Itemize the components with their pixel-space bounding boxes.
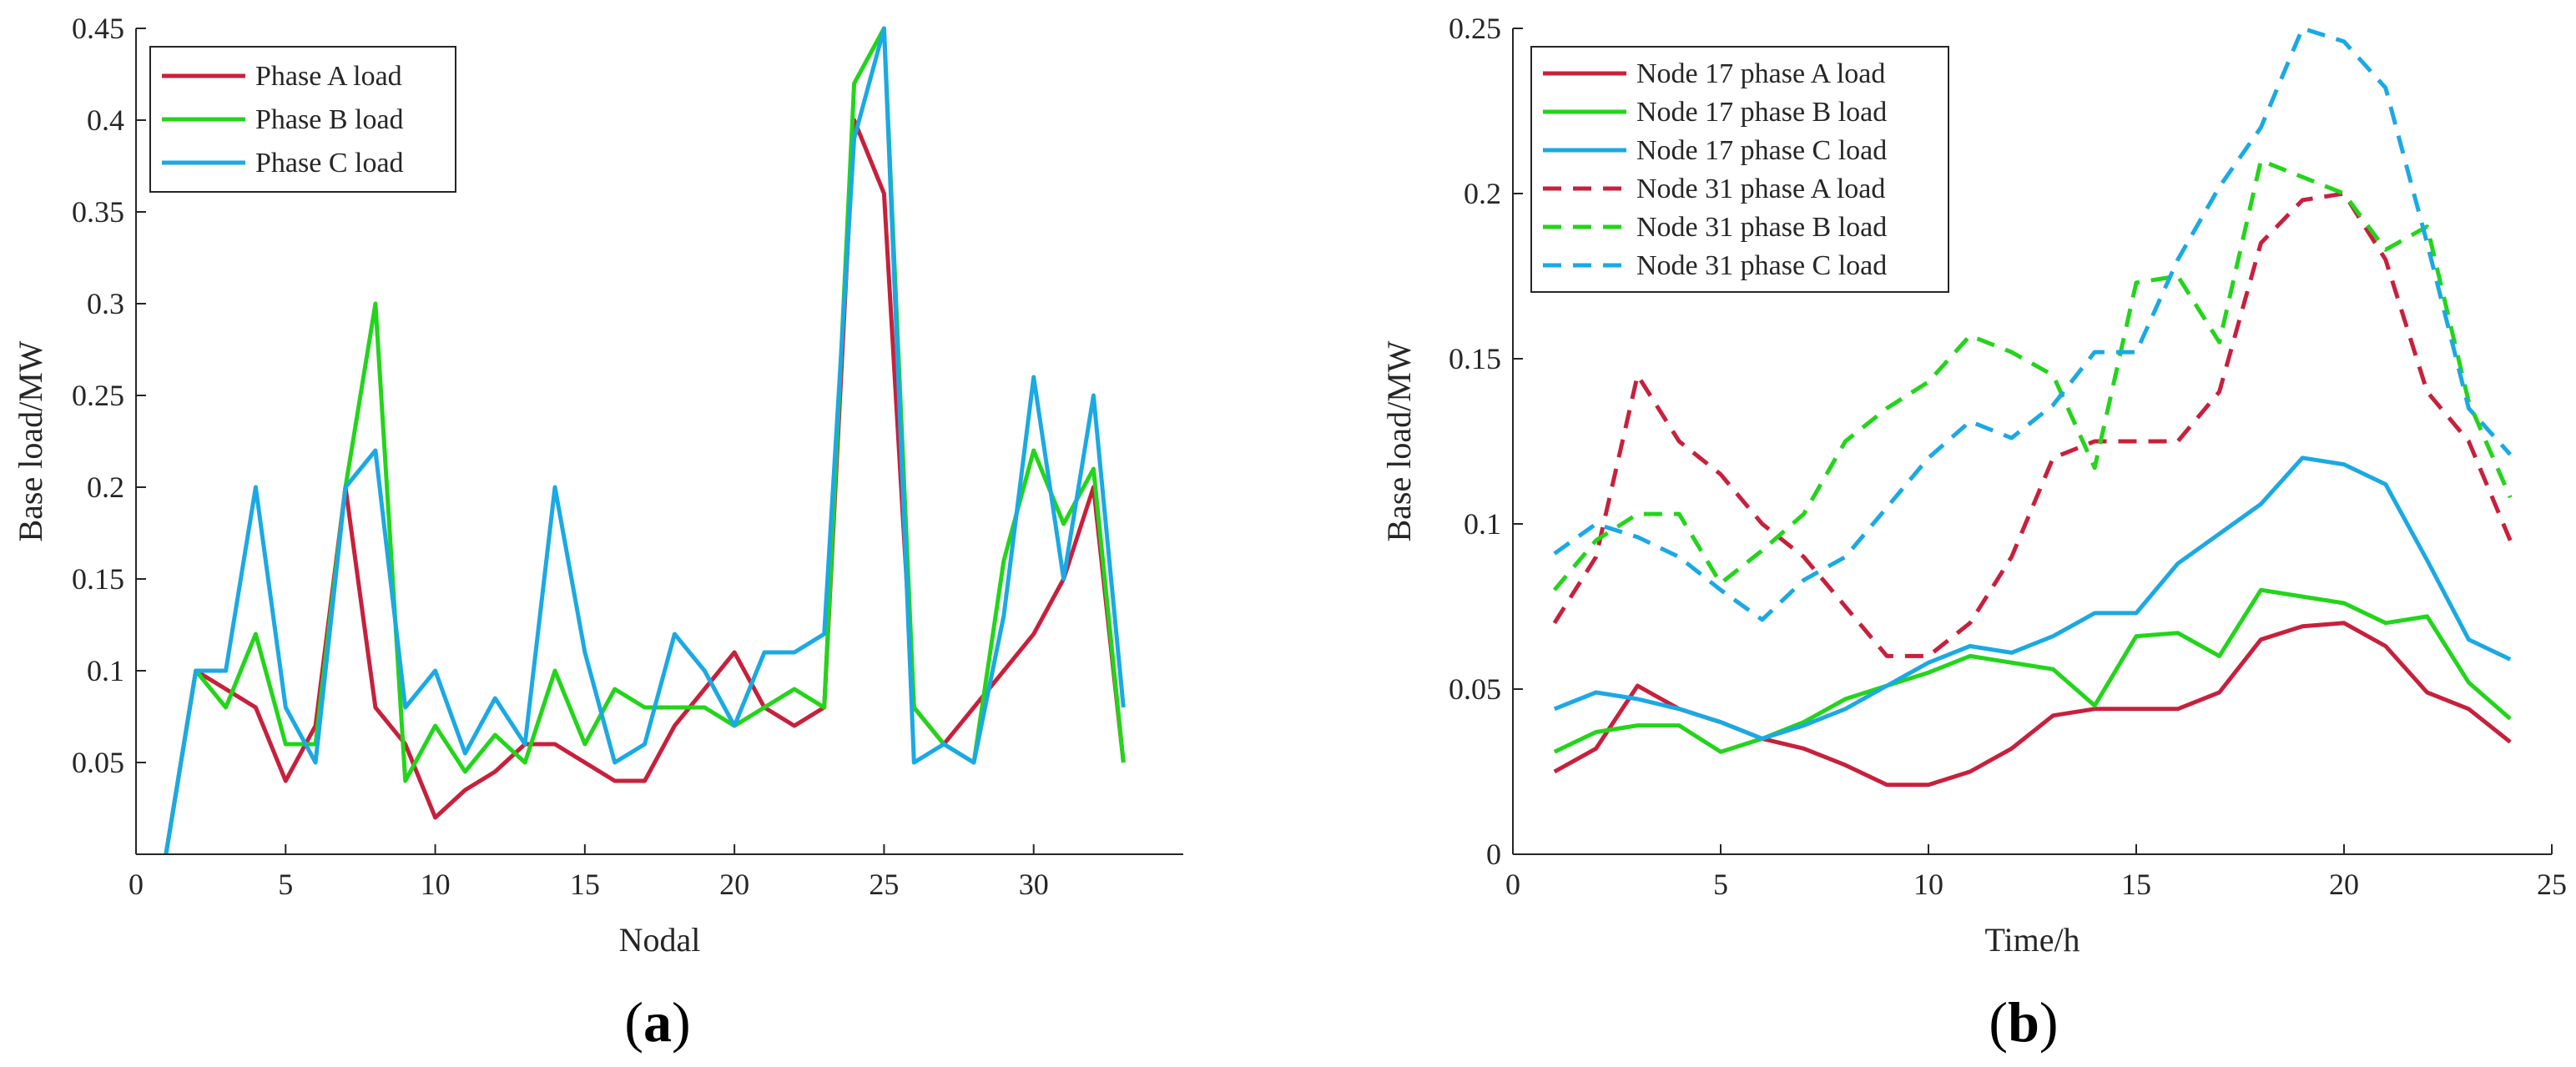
panel-b-chart: 0 5 10 15 20 25 0 0.05 0.1 0.15 0.2 0.25 Time/h Base … [1380, 12, 2567, 959]
x-tick-label: 25 [869, 868, 899, 901]
legend-label-1: Phase A load [255, 61, 402, 92]
panel-a-caption: (a) [624, 990, 690, 1054]
y-tick-label: 0.4 [87, 103, 124, 137]
x-tick-label: 30 [1019, 868, 1049, 901]
series-group [1552, 26, 2513, 788]
panel-a-caption-open: ( [624, 990, 643, 1054]
x-tick-label: 0 [129, 868, 144, 901]
x-tick-label: 15 [2121, 868, 2151, 901]
x-tick-label: 10 [421, 868, 451, 901]
y-axis-label: Base load/MW [12, 340, 49, 541]
legend-label-3: Node 17 phase C load [1636, 135, 1887, 166]
panel-b-caption: (b) [1989, 990, 2058, 1054]
legend-label-2: Phase B load [255, 104, 404, 135]
series-line-5 [1552, 158, 2513, 591]
y-tick-label: 0 [1486, 838, 1501, 871]
y-tick-label: 0.15 [1449, 342, 1501, 375]
y-tick-label: 0.1 [87, 654, 124, 687]
y-tick-label: 0.05 [72, 746, 124, 779]
x-tick-label: 20 [719, 868, 749, 901]
x-tick-label: 0 [1505, 868, 1520, 901]
y-tick-label: 0.3 [87, 287, 124, 320]
y-tick-label: 0.1 [1464, 507, 1501, 541]
x-tick-label: 25 [2537, 868, 2567, 901]
x-tick-label: 10 [1913, 868, 1943, 901]
legend-box [1530, 46, 1949, 293]
y-tick-label: 0.2 [87, 471, 124, 504]
panel-b-caption-letter: b [2008, 990, 2039, 1054]
series-group [164, 26, 1126, 855]
y-tick-label: 0.15 [72, 562, 124, 596]
series-line-2 [1553, 587, 2512, 754]
x-tick-label: 5 [278, 868, 293, 901]
legend-label-3: Phase C load [255, 148, 404, 179]
panel-b-caption-open: ( [1989, 990, 2008, 1054]
x-axis-label: Time/h [1984, 921, 2079, 959]
y-tick-label: 0.25 [72, 379, 124, 412]
y-tick-label: 0.35 [72, 195, 124, 229]
legend: Phase A load Phase B load Phase C load [149, 46, 456, 193]
legend-label-1: Node 17 phase A load [1636, 58, 1885, 89]
series-line-6 [1553, 26, 2513, 622]
y-tick-label: 0.2 [1464, 177, 1501, 210]
panel-a-caption-close: ) [672, 990, 691, 1054]
legend-label-6: Node 31 phase C load [1636, 250, 1887, 281]
panel-a-chart: 0 5 10 15 20 25 30 0.05 0.1 0.15 0.2 0.25 0.3 0.35 0.4… [12, 12, 1183, 959]
y-tick-label: 0.45 [72, 12, 124, 45]
panel-a-caption-letter: a [643, 990, 672, 1054]
y-tick-label: 0.05 [1449, 672, 1501, 706]
x-tick-label: 5 [1713, 868, 1728, 901]
series-line-1 [1553, 621, 2512, 788]
x-tick-label: 15 [570, 868, 600, 901]
series-line-3 [1553, 455, 2512, 741]
legend-label-4: Node 31 phase A load [1636, 174, 1885, 204]
panel-b-caption-close: ) [2039, 990, 2059, 1054]
y-tick-label: 0.25 [1449, 12, 1501, 45]
x-tick-label: 20 [2329, 868, 2359, 901]
legend-label-2: Node 17 phase B load [1636, 97, 1887, 128]
x-axis-label: Nodal [619, 921, 701, 959]
legend-label-5: Node 31 phase B load [1636, 212, 1887, 243]
y-axis-label: Base load/MW [1380, 340, 1418, 541]
legend: Node 17 phase A load Node 17 phase B load… [1530, 46, 1949, 293]
series-line-3 [164, 26, 1126, 855]
